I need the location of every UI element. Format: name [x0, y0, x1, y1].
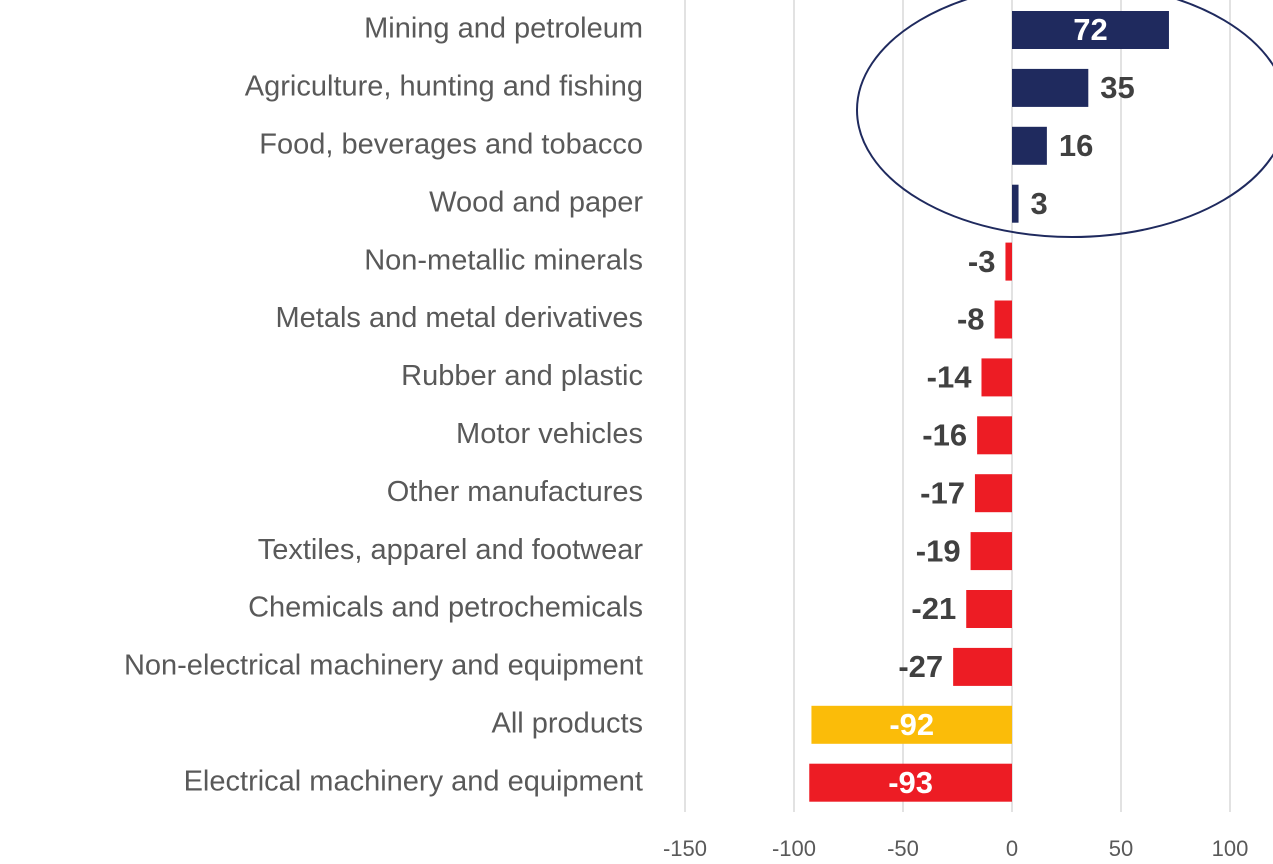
bar — [1012, 11, 1169, 49]
value-label: -14 — [927, 360, 973, 395]
bar — [970, 532, 1012, 571]
y-tick-label: Non-metallic minerals — [364, 244, 643, 276]
bar — [1005, 242, 1012, 281]
value-label: -21 — [911, 591, 956, 626]
bar — [811, 705, 1012, 744]
value-label: -19 — [916, 533, 961, 568]
y-tick-label: Wood and paper — [429, 186, 643, 218]
y-tick-label: Electrical machinery and equipment — [184, 765, 643, 797]
value-label: -16 — [922, 417, 967, 452]
y-tick-label: Textiles, apparel and footwear — [258, 534, 644, 566]
y-tick-label: Non-electrical machinery and equipment — [124, 650, 643, 682]
value-label: 16 — [1059, 128, 1093, 163]
y-tick-label: Agriculture, hunting and fishing — [245, 71, 643, 103]
value-label: -3 — [968, 244, 996, 279]
bar — [809, 763, 1012, 802]
bar — [1012, 68, 1089, 107]
y-tick-label: All products — [491, 707, 643, 739]
bar — [953, 647, 1012, 686]
y-tick-label: Mining and petroleum — [364, 13, 643, 45]
value-label: -8 — [957, 302, 985, 337]
x-tick-label: -50 — [887, 836, 919, 861]
bar — [994, 300, 1012, 339]
bar — [977, 416, 1012, 455]
value-label: -27 — [898, 649, 943, 684]
y-tick-label: Motor vehicles — [456, 418, 643, 450]
y-tick-label: Chemicals and petrochemicals — [248, 592, 643, 624]
value-label: 35 — [1100, 70, 1134, 105]
bar — [974, 474, 1012, 513]
bar — [981, 358, 1012, 397]
value-label: -92 — [889, 707, 934, 742]
x-tick-label: -100 — [772, 836, 816, 861]
x-tick-label: 50 — [1109, 836, 1133, 861]
value-label: -93 — [888, 765, 933, 800]
y-tick-label: Metals and metal derivatives — [276, 302, 644, 334]
x-tick-label: 0 — [1006, 836, 1018, 861]
y-tick-label: Food, beverages and tobacco — [259, 128, 643, 160]
x-tick-label: -150 — [663, 836, 707, 861]
value-label: 72 — [1073, 12, 1107, 47]
y-tick-label: Other manufactures — [387, 476, 643, 508]
bar — [1012, 126, 1047, 165]
value-label: 3 — [1031, 186, 1048, 221]
bar — [1012, 184, 1019, 223]
y-tick-label: Rubber and plastic — [401, 360, 643, 392]
bar — [966, 590, 1012, 628]
highlight-ellipse — [856, 0, 1273, 238]
x-tick-label: 100 — [1212, 836, 1249, 861]
value-label: -17 — [920, 475, 965, 510]
